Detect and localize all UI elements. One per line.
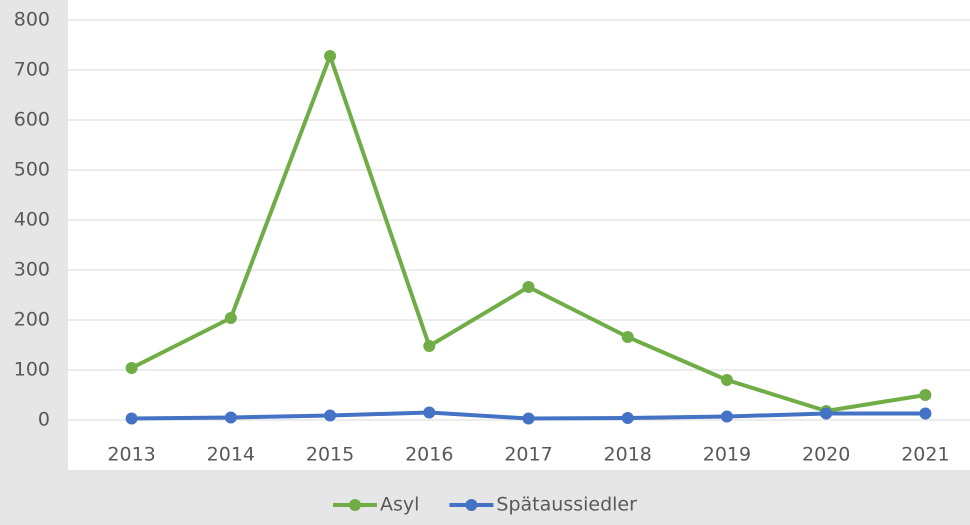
data-point [919, 407, 932, 420]
x-tick-label: 2020 [802, 444, 850, 466]
x-tick-label: 2015 [306, 444, 354, 466]
y-tick-label: 700 [14, 59, 50, 81]
data-point [423, 406, 436, 419]
plot-area [68, 0, 970, 470]
x-tick-label: 2014 [207, 444, 255, 466]
legend-label: Asyl [380, 494, 419, 516]
data-point [324, 50, 337, 62]
x-tick-label: 2019 [703, 444, 751, 466]
data-point [522, 412, 535, 425]
y-tick-label: 800 [14, 9, 50, 31]
data-point [522, 281, 535, 293]
y-tick-label: 500 [14, 159, 50, 181]
legend-marker [465, 499, 478, 511]
data-point [423, 340, 436, 352]
data-point [720, 410, 733, 423]
y-tick-label: 0 [38, 409, 50, 431]
x-tick-label: 2018 [604, 444, 652, 466]
y-tick-label: 600 [14, 109, 50, 131]
x-tick-label: 2017 [504, 444, 552, 466]
data-point [224, 312, 237, 324]
legend-marker [349, 499, 361, 511]
x-tick-label: 2016 [405, 444, 453, 466]
legend-label: Spätaussiedler [496, 494, 637, 516]
data-point [125, 412, 138, 425]
y-tick-label: 200 [14, 309, 50, 331]
data-point [324, 409, 337, 422]
x-tick-label: 2021 [901, 444, 949, 466]
y-tick-label: 300 [14, 259, 50, 281]
data-point [621, 331, 634, 343]
x-tick-label: 2013 [107, 444, 155, 466]
data-point [720, 374, 733, 386]
data-point [125, 362, 138, 374]
data-point [621, 412, 634, 424]
y-tick-label: 100 [14, 359, 50, 381]
data-point [919, 389, 932, 401]
data-point [224, 411, 237, 424]
data-point [820, 407, 833, 420]
y-tick-label: 400 [14, 209, 50, 231]
